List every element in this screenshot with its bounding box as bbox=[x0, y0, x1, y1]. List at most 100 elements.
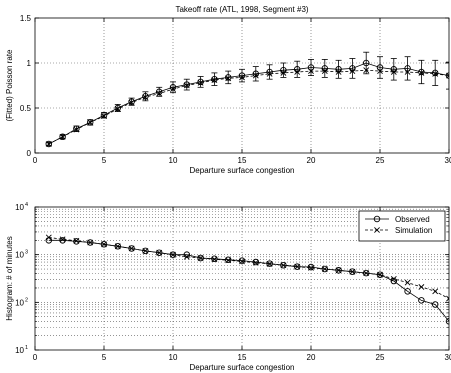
data-point-x bbox=[349, 268, 356, 275]
data-point-circle bbox=[45, 140, 53, 148]
y-tick-label: 0.5 bbox=[20, 104, 32, 113]
x-tick-label: 10 bbox=[169, 156, 178, 165]
legend-entry: Observed bbox=[365, 215, 430, 224]
data-point-x bbox=[45, 141, 52, 147]
series-simulation bbox=[45, 234, 449, 302]
data-point-x bbox=[87, 239, 94, 246]
data-point-x bbox=[73, 126, 80, 133]
data-point-x bbox=[252, 259, 259, 266]
data-point-x bbox=[377, 271, 383, 278]
data-point-circle bbox=[155, 249, 163, 256]
data-point-circle bbox=[404, 288, 411, 295]
error-bar bbox=[432, 59, 439, 86]
data-point-circle bbox=[155, 88, 163, 96]
legend: Observed Simulation bbox=[358, 210, 446, 242]
error-bar bbox=[183, 78, 190, 91]
y-tick-label: 1 bbox=[27, 59, 32, 68]
y-tick-exponent: 1 bbox=[25, 345, 28, 351]
error-bar bbox=[390, 58, 397, 81]
data-point-x bbox=[335, 69, 342, 75]
data-point-circle bbox=[266, 260, 273, 267]
data-point-x bbox=[197, 255, 204, 261]
data-point-x bbox=[170, 86, 176, 93]
data-point-circle bbox=[238, 72, 246, 79]
error-bar bbox=[377, 56, 383, 79]
y-tick-label: 10 bbox=[15, 298, 24, 307]
x-tick-label: 5 bbox=[102, 353, 107, 362]
data-point-x bbox=[404, 69, 411, 75]
data-point-circle bbox=[224, 256, 232, 264]
data-point-circle bbox=[59, 237, 66, 244]
y-tick-exponent: 2 bbox=[25, 297, 28, 303]
data-point-x bbox=[266, 260, 273, 267]
legend-entry: Simulation bbox=[365, 226, 432, 235]
y-axis-label: Histogram: # of minutes bbox=[5, 236, 14, 320]
data-point-x bbox=[432, 70, 439, 77]
data-point-x bbox=[432, 288, 439, 295]
data-point-circle bbox=[100, 111, 108, 119]
data-point-x bbox=[239, 74, 245, 81]
error-bar bbox=[349, 58, 356, 79]
error-bar bbox=[239, 68, 245, 83]
data-point-x bbox=[294, 263, 301, 270]
series-line bbox=[48, 69, 449, 145]
data-point-x bbox=[211, 256, 218, 263]
data-point-x bbox=[363, 67, 370, 74]
error-bar bbox=[308, 59, 314, 76]
y-tick-label: 10 bbox=[15, 346, 24, 355]
legend-marker bbox=[374, 227, 380, 233]
data-point-x bbox=[418, 284, 425, 290]
x-tick-label: 15 bbox=[238, 156, 247, 165]
legend-marker bbox=[373, 215, 381, 223]
plot-area bbox=[35, 18, 449, 153]
data-point-circle bbox=[238, 257, 246, 264]
x-tick-label: 15 bbox=[238, 353, 247, 362]
data-point-x bbox=[197, 79, 204, 86]
error-bar bbox=[404, 56, 411, 81]
data-point-circle bbox=[431, 301, 439, 308]
data-point-circle bbox=[307, 64, 315, 71]
legend-label: Observed bbox=[395, 215, 430, 224]
data-point-x bbox=[280, 69, 287, 76]
error-bar bbox=[446, 61, 449, 90]
data-point-x bbox=[308, 68, 314, 75]
data-point-x bbox=[239, 258, 245, 265]
data-point-x bbox=[156, 249, 163, 256]
data-point-x bbox=[45, 234, 52, 241]
data-point-x bbox=[390, 69, 397, 75]
x-tick-label: 25 bbox=[376, 353, 385, 362]
data-point-x bbox=[335, 267, 342, 274]
y-tick-exponent: 3 bbox=[25, 250, 28, 256]
plot-series bbox=[45, 51, 449, 148]
error-bar bbox=[335, 59, 342, 79]
data-point-x bbox=[156, 90, 163, 97]
data-point-x bbox=[363, 270, 370, 277]
data-point-circle bbox=[376, 64, 384, 71]
data-point-x bbox=[128, 245, 135, 252]
data-point-circle bbox=[211, 255, 218, 263]
data-point-circle bbox=[418, 68, 425, 76]
x-tick-label: 10 bbox=[169, 353, 178, 362]
error-bar bbox=[252, 66, 259, 82]
data-point-circle bbox=[431, 69, 439, 77]
error-bar bbox=[418, 59, 425, 85]
data-point-x bbox=[225, 75, 232, 82]
error-bar bbox=[294, 60, 301, 78]
series-2 bbox=[45, 67, 449, 147]
data-point-circle bbox=[59, 133, 66, 141]
data-point-x bbox=[73, 237, 80, 244]
data-point-x bbox=[294, 69, 301, 75]
data-point-x bbox=[211, 77, 218, 84]
plot-series bbox=[45, 234, 449, 325]
data-point-circle bbox=[252, 70, 260, 78]
data-point-x bbox=[128, 99, 135, 106]
error-bar bbox=[225, 70, 232, 85]
data-point-circle bbox=[211, 75, 218, 83]
data-point-circle bbox=[86, 119, 94, 126]
data-point-x bbox=[266, 70, 273, 77]
y-tick-label: 10 bbox=[15, 203, 24, 212]
data-point-x bbox=[390, 275, 397, 282]
legend-box bbox=[358, 210, 446, 242]
data-point-circle bbox=[252, 258, 260, 266]
